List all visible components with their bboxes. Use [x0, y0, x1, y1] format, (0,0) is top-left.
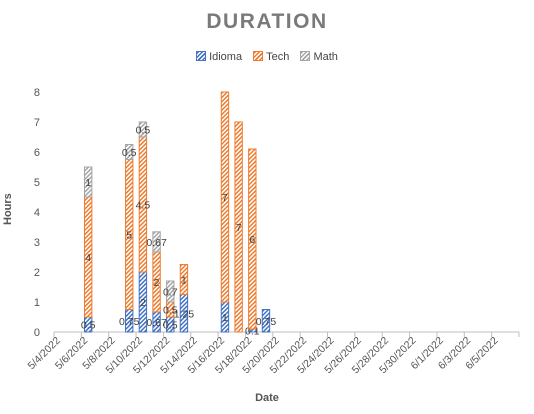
bar-tech [234, 121, 243, 333]
legend-label-idioma: Idioma [209, 51, 243, 64]
data-label-tech: 6 [249, 234, 255, 246]
data-label-tech: 1 [181, 275, 187, 287]
data-label-tech: 7 [222, 192, 228, 204]
bar-tech [220, 91, 230, 303]
data-label-idioma: 0.75 [119, 316, 140, 328]
legend-item-idioma: Idioma [196, 51, 242, 63]
data-label-idioma: 0.5 [163, 320, 178, 332]
y-tick-label: 7 [34, 117, 40, 129]
data-label-math: 0.5 [136, 125, 151, 137]
y-tick-label: 4 [34, 207, 40, 219]
bar-math [152, 231, 161, 253]
data-label-tech: 0.5 [163, 305, 178, 317]
y-tick-label: 2 [34, 267, 40, 279]
bar-math [166, 280, 175, 303]
data-label-tech: 2 [154, 277, 160, 289]
data-label-tech: 4 [85, 252, 91, 264]
y-tick-label: 0 [34, 327, 40, 339]
y-tick-label: 8 [34, 87, 40, 99]
data-label-tech: 4.5 [136, 200, 151, 212]
legend-swatch-idioma [196, 51, 207, 62]
legend-item-tech: Tech [253, 51, 289, 63]
data-label-idioma: 1.25 [174, 308, 195, 320]
y-tick-label: 5 [34, 177, 40, 189]
bar-math [138, 121, 148, 138]
bar-idioma [261, 309, 271, 333]
legend-label-tech: Tech [266, 51, 290, 64]
data-label-tech: 5 [126, 230, 132, 242]
bar-math [83, 166, 93, 198]
data-label-idioma: 0.67 [146, 317, 167, 329]
data-label-idioma: 1 [222, 312, 228, 324]
y-tick-label: 6 [34, 147, 40, 159]
bar-math [125, 144, 134, 160]
chart-title: DURATION [206, 10, 328, 33]
data-label-idioma: 0.5 [81, 320, 96, 332]
legend-item-math: Math [300, 51, 338, 64]
data-label-math: 0.5 [122, 147, 137, 159]
y-axis-title: Hours [2, 193, 14, 225]
data-label-math: 1 [85, 177, 91, 189]
data-label-math: 0.7 [163, 287, 178, 299]
legend-swatch-tech [253, 51, 264, 62]
y-tick-label: 3 [34, 237, 40, 249]
legend-swatch-math [300, 51, 311, 62]
legend-label-math: Math [313, 51, 338, 64]
data-label-idioma: 2 [140, 297, 146, 309]
bar-tech [248, 148, 257, 330]
y-tick-label: 1 [34, 297, 40, 309]
data-label-math: 0.67 [146, 237, 167, 249]
data-label-tech: 7 [236, 222, 242, 234]
bar-tech [179, 264, 189, 295]
data-label-idioma: 0.75 [256, 316, 277, 328]
x-axis-title: Date [255, 392, 279, 404]
chart-legend: Idioma Tech Math [0, 51, 534, 63]
